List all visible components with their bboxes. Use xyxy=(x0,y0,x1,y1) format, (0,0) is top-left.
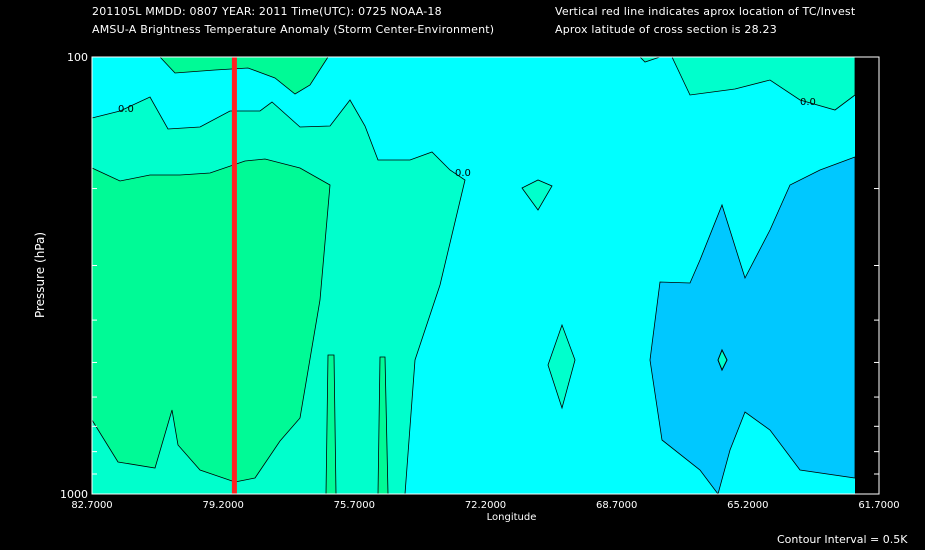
y-tick-label: 100 xyxy=(67,51,88,64)
x-tick-label: 72.2000 xyxy=(465,500,506,511)
plot-right-strip xyxy=(855,57,879,494)
header-line-2: AMSU-A Brightness Temperature Anomaly (S… xyxy=(92,23,495,36)
x-tick-label: 61.7000 xyxy=(858,500,899,511)
x-tick-label: 79.2000 xyxy=(202,500,243,511)
contour-label: 0.0 xyxy=(800,97,816,108)
x-axis-title: Longitude xyxy=(487,512,537,523)
plot-frame xyxy=(91,56,880,495)
contour-label: 0.0 xyxy=(455,168,471,179)
y-tick-label: 1000 xyxy=(60,488,88,501)
field-island-2 xyxy=(547,323,576,410)
header-note-1: Vertical red line indicates aprox locati… xyxy=(555,5,856,18)
field-level-1-top xyxy=(159,56,329,95)
field-island-3 xyxy=(717,348,728,372)
contour-label: 0.0 xyxy=(118,104,134,115)
contour-interval-label: Contour Interval = 0.5K xyxy=(777,533,908,546)
header-line-1: 201105L MMDD: 0807 YEAR: 2011 Time(UTC):… xyxy=(92,5,442,18)
x-tick-label: 65.2000 xyxy=(727,500,768,511)
y-axis-title: Pressure (hPa) xyxy=(33,232,47,318)
x-tick-label: 68.7000 xyxy=(596,500,637,511)
field-spike-1 xyxy=(325,354,337,495)
field-level-1 xyxy=(91,158,331,483)
field-level-neg-0-5 xyxy=(649,156,856,495)
x-tick-label: 75.7000 xyxy=(334,500,375,511)
field-island-1 xyxy=(521,179,553,211)
header-note-2: Aprox latitude of cross section is 28.23 xyxy=(555,23,777,36)
x-tick-label: 82.7000 xyxy=(71,500,112,511)
